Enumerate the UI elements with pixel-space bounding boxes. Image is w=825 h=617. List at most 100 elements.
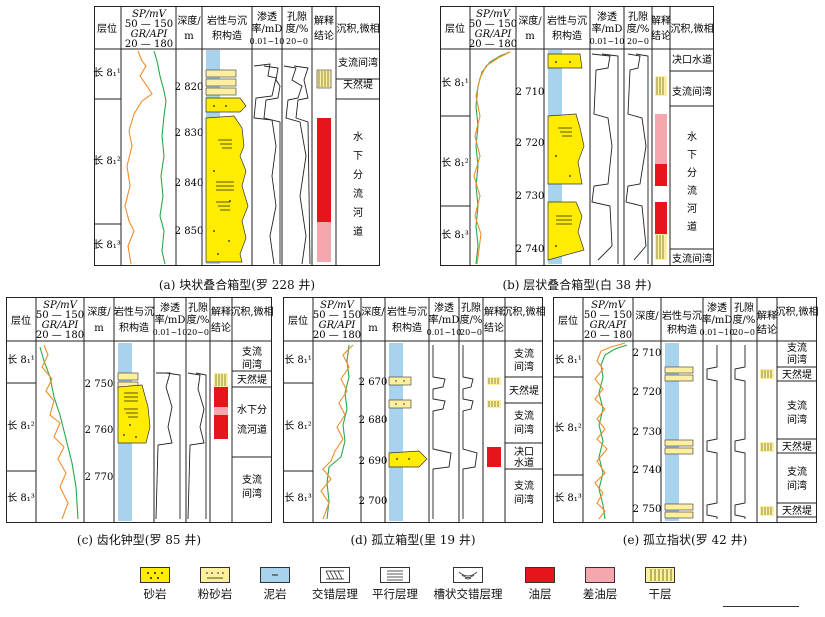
legend-oil-layer: 油层 (513, 567, 567, 602)
hdr-perm-2: 0.01~10 (427, 328, 462, 337)
hdr-poro-2: 20~0 (187, 328, 209, 337)
facies-label: 支流 (514, 347, 534, 360)
hdr-poro-1: 度/% (733, 313, 756, 326)
interpretation-column (487, 377, 501, 467)
interpretation-column (214, 373, 228, 439)
facies-label: 决口水道 (672, 53, 712, 66)
zone-label: 长 8₁² (284, 420, 312, 432)
hdr-interp-0: 解释 (757, 309, 777, 322)
zone-label: 长 8₁² (7, 420, 35, 432)
depth-label: 2 830 (175, 128, 204, 139)
legend-label: 平行层理 (372, 587, 418, 601)
lithology-column (547, 50, 585, 264)
panel-d-caption: (d) 孤立箱型(里 19 井) (350, 533, 476, 547)
hdr-layer: 层位 (288, 314, 308, 327)
panel-c-caption: (c) 齿化钟型(罗 85 井) (76, 533, 202, 547)
facies-label: 支流 (787, 341, 807, 354)
mudstone-swatch-icon (260, 567, 290, 583)
lithology-column (117, 343, 151, 521)
hdr-litho-1: 积构造 (392, 321, 422, 334)
trough-cross-bedding-icon (453, 567, 483, 583)
hdr-interp-0: 解释 (314, 14, 334, 27)
hdr-poro-1: 度/% (187, 313, 210, 326)
depth-label: 2 720 (633, 387, 662, 398)
hdr-litho-1: 积构造 (552, 29, 582, 42)
facies-label: 河 (687, 203, 697, 215)
zone-label: 长 8₁² (441, 157, 469, 169)
zone-label: 长 8₁³ (7, 492, 35, 504)
facies-label: 间湾 (514, 360, 534, 373)
facies-label: 支流间湾 (338, 56, 378, 69)
hdr-perm-0: 渗透 (707, 301, 727, 314)
hdr-perm-0: 渗透 (160, 301, 180, 314)
hdr-litho-1: 积构造 (667, 323, 697, 336)
interpretation-column (655, 76, 667, 260)
hdr-litho-1: 积构造 (212, 29, 242, 42)
hdr-poro-0: 孔隙 (734, 301, 754, 314)
facies-label: 分 (687, 167, 697, 179)
hdr-depth-0: 深度/ (518, 14, 542, 27)
depth-label: 2 730 (516, 191, 545, 202)
zone-label: 长 8₁¹ (7, 354, 35, 366)
cross-bedding-icon (320, 567, 350, 583)
depth-label: 2 750 (85, 379, 114, 390)
hdr-depth-0: 深度/ (635, 309, 659, 322)
hdr-litho-0: 岩性与沉 (114, 305, 154, 318)
hdr-log-3: 20 — 180 (584, 330, 632, 341)
facies-label: 道 (687, 220, 697, 233)
poro-curve (625, 53, 649, 264)
hdr-interp-0: 解释 (484, 305, 504, 318)
hdr-log-0: SP/mV (591, 300, 626, 311)
hdr-depth-0: 深度/ (87, 305, 111, 318)
facies-label: 下 (353, 151, 363, 162)
hdr-log-0: SP/mV (476, 9, 511, 20)
panel-c: 层位 SP/mV 50 — 150 GR/API 20 — 180 深度/ m … (6, 297, 274, 523)
perm-curve (253, 63, 281, 265)
hdr-layer: 层位 (445, 22, 465, 35)
hdr-litho-0: 岩性与沉 (662, 309, 702, 322)
depth-label: 2 740 (633, 465, 662, 476)
perm-curve (706, 345, 718, 519)
legend-poor-oil-layer: 差油层 (573, 567, 627, 602)
panel-b-caption: (b) 层状叠合箱型(白 38 井) (502, 278, 652, 292)
facies-label: 支流 (242, 345, 262, 358)
facies-label: 水下分 (237, 404, 267, 416)
depth-label: 2 700 (359, 496, 388, 507)
facies-label: 支流间湾 (672, 85, 712, 98)
legend-label: 粉砂岩 (197, 587, 233, 601)
depth-label: 2 750 (633, 504, 662, 515)
facies-label: 决口 (514, 446, 534, 458)
hdr-facies: 沉积,微相 (670, 22, 713, 35)
facies-label: 流河道 (237, 423, 267, 436)
hdr-perm-2: 0.01~10 (590, 37, 625, 46)
parallel-bedding-icon (380, 567, 410, 583)
hdr-poro-1: 度/% (460, 313, 483, 326)
footnote-rule (723, 606, 799, 607)
hdr-facies: 沉积,微相 (336, 22, 379, 35)
facies-label: 道 (353, 225, 363, 238)
hdr-poro-2: 20~0 (733, 328, 755, 337)
legend-siltstone: 粉砂岩 (188, 567, 242, 602)
hdr-depth-1: m (184, 31, 194, 42)
interpretation-column (316, 69, 332, 262)
legend-mudstone: 泥岩 (248, 567, 302, 602)
facies-label: 天然堤 (509, 384, 539, 397)
facies-label: 天然堤 (782, 440, 812, 453)
hdr-log-2: GR/API (131, 29, 169, 40)
zone-label: 长 8₁² (554, 422, 582, 434)
hdr-log-0: SP/mV (320, 300, 355, 311)
legend-parallel-bedding: 平行层理 (368, 567, 422, 602)
facies-label: 天然堤 (343, 78, 373, 91)
depth-label: 2 710 (516, 87, 545, 98)
lithology-column (388, 343, 428, 521)
hdr-log-0: SP/mV (132, 9, 167, 20)
facies-label: 水 (687, 131, 697, 143)
hdr-log-1: 50 — 150 (313, 310, 361, 321)
hdr-log-1: 50 — 150 (36, 310, 84, 321)
hdr-log-3: 20 — 180 (469, 39, 517, 50)
poro-curve (734, 345, 746, 519)
hdr-poro-0: 孔隙 (188, 301, 208, 314)
lithology-column (664, 343, 694, 521)
log-curves (594, 342, 628, 520)
hdr-depth-1: m (368, 323, 378, 334)
